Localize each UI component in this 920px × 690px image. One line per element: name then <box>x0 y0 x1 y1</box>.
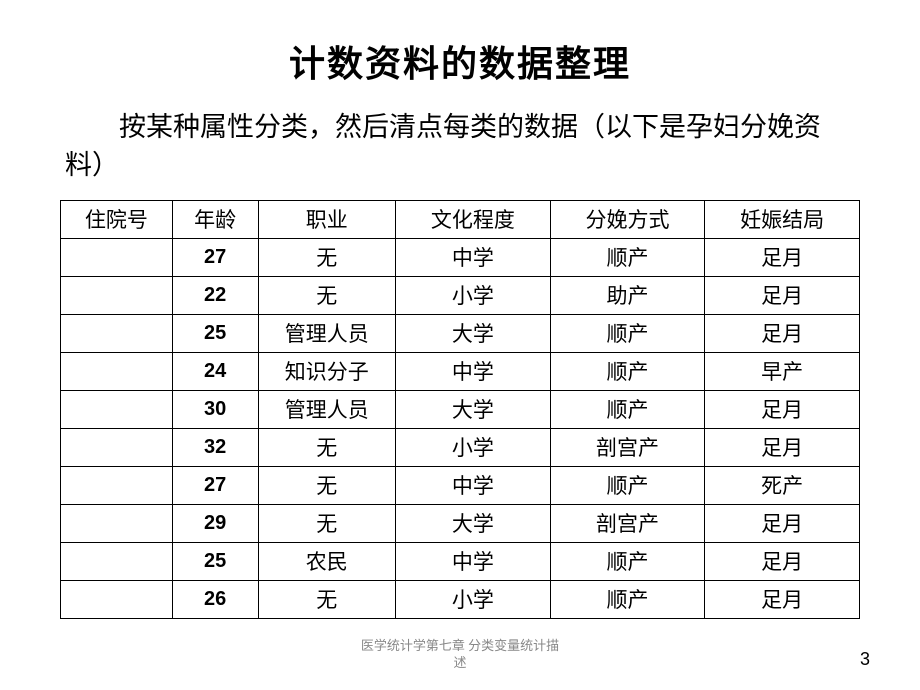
table-cell <box>61 390 173 428</box>
table-cell <box>61 352 173 390</box>
header-outcome: 妊娠结局 <box>705 200 860 238</box>
table-cell: 中学 <box>396 238 551 276</box>
subtitle-text: 按某种属性分类，然后清点每类的数据（以下是孕妇分娩资料） <box>60 109 860 185</box>
table-cell: 25 <box>172 542 258 580</box>
table-cell: 29 <box>172 504 258 542</box>
table-cell <box>61 504 173 542</box>
table-row: 32无小学剖宫产足月 <box>61 428 860 466</box>
table-row: 26无小学顺产足月 <box>61 580 860 618</box>
table-cell <box>61 466 173 504</box>
table-cell: 无 <box>258 580 395 618</box>
data-table: 住院号 年龄 职业 文化程度 分娩方式 妊娠结局 27无中学顺产足月22无小学助… <box>60 200 860 619</box>
table-row: 25管理人员大学顺产足月 <box>61 314 860 352</box>
table-cell: 大学 <box>396 390 551 428</box>
slide-container: 计数资料的数据整理 按某种属性分类，然后清点每类的数据（以下是孕妇分娩资料） 住… <box>0 0 920 690</box>
table-cell: 足月 <box>705 580 860 618</box>
page-title: 计数资料的数据整理 <box>60 35 860 87</box>
table-cell: 足月 <box>705 428 860 466</box>
header-id: 住院号 <box>61 200 173 238</box>
table-cell: 27 <box>172 466 258 504</box>
table-cell: 中学 <box>396 352 551 390</box>
table-row: 30管理人员大学顺产足月 <box>61 390 860 428</box>
table-cell: 管理人员 <box>258 314 395 352</box>
table-cell: 早产 <box>705 352 860 390</box>
table-cell: 顺产 <box>550 580 705 618</box>
table-cell: 25 <box>172 314 258 352</box>
table-cell: 小学 <box>396 428 551 466</box>
table-cell: 顺产 <box>550 542 705 580</box>
table-cell: 足月 <box>705 238 860 276</box>
table-cell: 管理人员 <box>258 390 395 428</box>
table-cell <box>61 276 173 314</box>
table-cell: 农民 <box>258 542 395 580</box>
table-row: 22无小学助产足月 <box>61 276 860 314</box>
table-cell: 小学 <box>396 580 551 618</box>
table-cell: 足月 <box>705 504 860 542</box>
footer-line1: 医学统计学第七章 分类变量统计描 <box>361 638 559 653</box>
table-row: 25农民中学顺产足月 <box>61 542 860 580</box>
table-cell: 无 <box>258 504 395 542</box>
header-edu: 文化程度 <box>396 200 551 238</box>
table-cell: 足月 <box>705 314 860 352</box>
table-cell: 知识分子 <box>258 352 395 390</box>
table-cell: 22 <box>172 276 258 314</box>
footer-area: 医学统计学第七章 分类变量统计描 述 <box>0 638 920 672</box>
table-cell: 30 <box>172 390 258 428</box>
table-cell: 大学 <box>396 504 551 542</box>
table-cell: 剖宫产 <box>550 504 705 542</box>
table-cell: 26 <box>172 580 258 618</box>
table-cell: 助产 <box>550 276 705 314</box>
table-cell: 24 <box>172 352 258 390</box>
table-cell: 32 <box>172 428 258 466</box>
header-job: 职业 <box>258 200 395 238</box>
table-cell: 顺产 <box>550 314 705 352</box>
footer-line2: 述 <box>453 655 466 670</box>
table-cell: 中学 <box>396 466 551 504</box>
table-cell: 27 <box>172 238 258 276</box>
footer-text: 医学统计学第七章 分类变量统计描 述 <box>361 638 559 672</box>
header-age: 年龄 <box>172 200 258 238</box>
table-cell: 无 <box>258 276 395 314</box>
table-cell: 足月 <box>705 276 860 314</box>
table-cell: 顺产 <box>550 466 705 504</box>
table-cell: 中学 <box>396 542 551 580</box>
table-cell: 小学 <box>396 276 551 314</box>
table-cell <box>61 580 173 618</box>
table-row: 29无大学剖宫产足月 <box>61 504 860 542</box>
table-header-row: 住院号 年龄 职业 文化程度 分娩方式 妊娠结局 <box>61 200 860 238</box>
table-cell <box>61 428 173 466</box>
table-cell: 剖宫产 <box>550 428 705 466</box>
table-cell: 顺产 <box>550 352 705 390</box>
table-cell: 足月 <box>705 390 860 428</box>
page-number: 3 <box>860 649 870 670</box>
table-cell: 无 <box>258 466 395 504</box>
table-cell: 顺产 <box>550 390 705 428</box>
table-cell: 顺产 <box>550 238 705 276</box>
table-cell: 足月 <box>705 542 860 580</box>
table-row: 27无中学顺产足月 <box>61 238 860 276</box>
table-cell <box>61 314 173 352</box>
table-cell: 无 <box>258 238 395 276</box>
header-delivery: 分娩方式 <box>550 200 705 238</box>
table-cell <box>61 238 173 276</box>
table-cell: 大学 <box>396 314 551 352</box>
table-cell <box>61 542 173 580</box>
table-body: 27无中学顺产足月22无小学助产足月25管理人员大学顺产足月24知识分子中学顺产… <box>61 238 860 618</box>
table-cell: 无 <box>258 428 395 466</box>
table-row: 27无中学顺产死产 <box>61 466 860 504</box>
table-cell: 死产 <box>705 466 860 504</box>
table-row: 24知识分子中学顺产早产 <box>61 352 860 390</box>
